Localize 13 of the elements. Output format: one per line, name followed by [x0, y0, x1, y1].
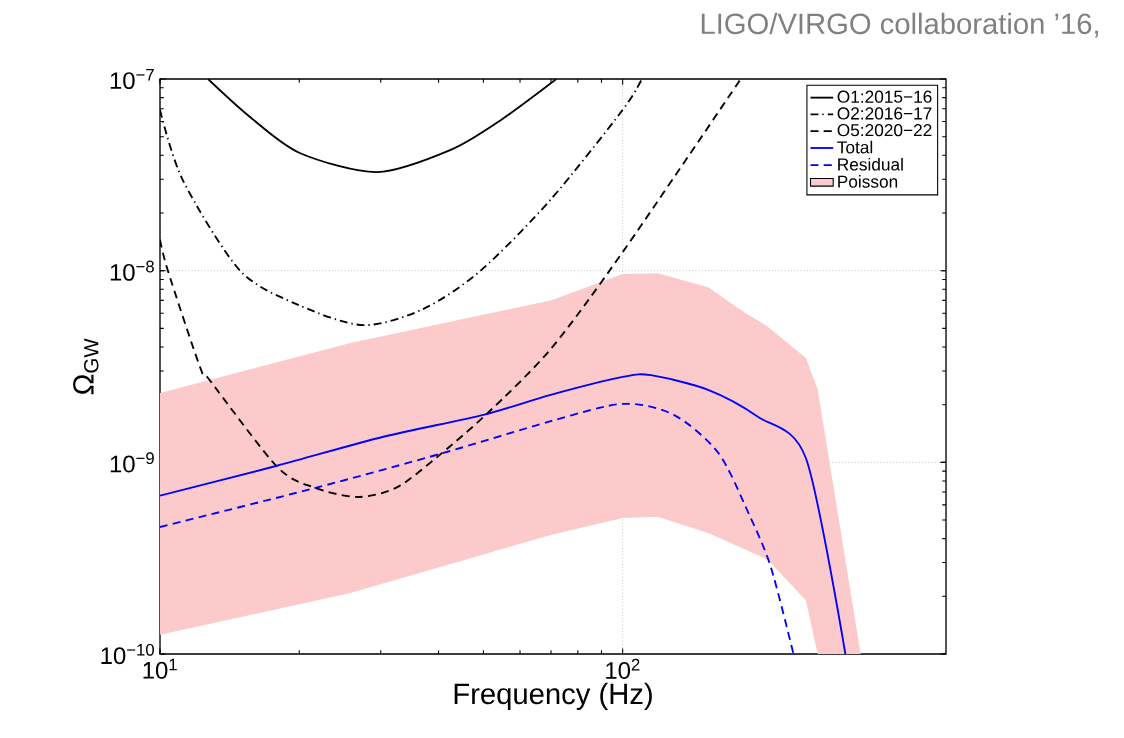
legend-label: Total: [837, 140, 873, 154]
legend-label: O5:2020−22: [837, 124, 932, 137]
x-tick-label: 10$^{2}$: [606, 658, 640, 679]
y-axis-title: Ω$_{GW}$: [73, 338, 99, 395]
legend-label: Residual: [838, 157, 903, 171]
y-tick-label: 10$^{−7}$: [110, 69, 154, 90]
legend-label: Poisson: [838, 175, 898, 188]
y-tick-label: 10$^{−8}$: [110, 260, 154, 281]
x-axis-title: Frequency (Hz): [454, 682, 652, 711]
legend-label: O1:2015−16: [837, 90, 932, 103]
y-tick-label: 10$^{−9}$: [110, 452, 154, 473]
legend-label: O2:2016−17: [837, 107, 932, 120]
text: LIGO/VIRGO collaboration ’16,: [701, 12, 1098, 38]
